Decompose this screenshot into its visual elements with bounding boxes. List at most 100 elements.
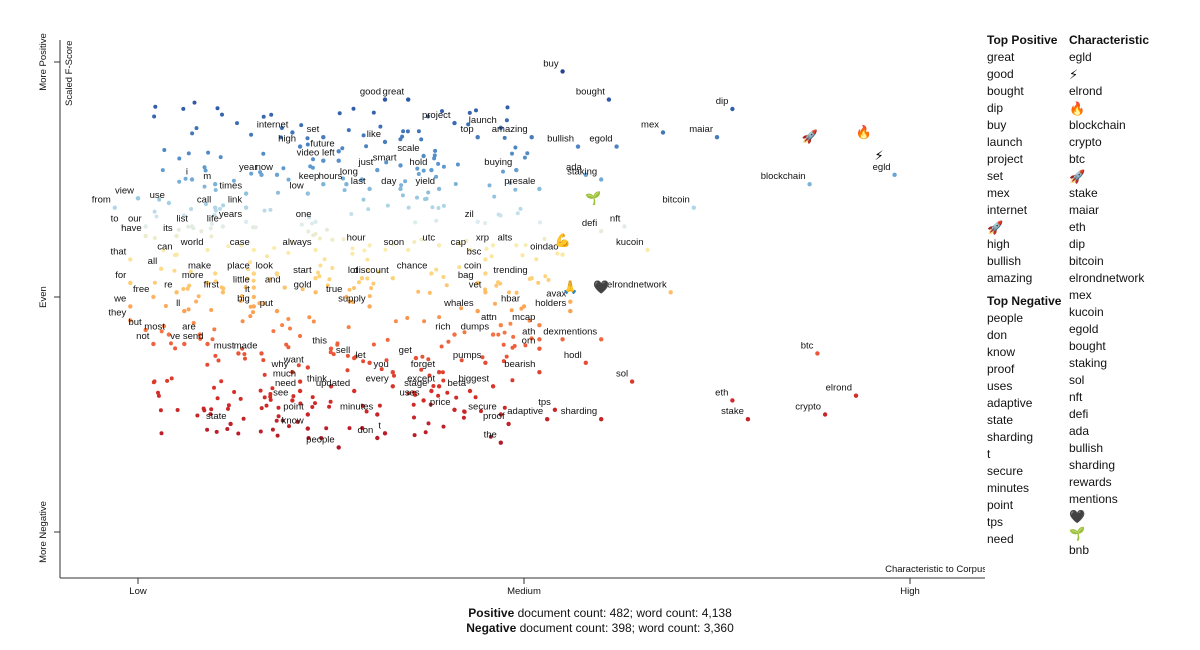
term-amazing[interactable]: amazing xyxy=(987,271,1033,285)
point-marker xyxy=(243,219,249,224)
term-egld[interactable]: egld xyxy=(1069,50,1092,64)
term-proof[interactable]: proof xyxy=(987,362,1015,376)
background-point xyxy=(221,203,226,208)
term-project[interactable]: project xyxy=(987,152,1024,166)
term-adaptive[interactable]: adaptive xyxy=(987,396,1033,410)
term-eth[interactable]: eth xyxy=(1069,220,1086,234)
point-label: bearish xyxy=(504,359,535,370)
point-marker xyxy=(382,139,388,145)
term-bnb[interactable]: bnb xyxy=(1069,543,1090,557)
point-video: video xyxy=(297,148,326,163)
point-amazing: amazing xyxy=(492,124,534,140)
term-uses[interactable]: uses xyxy=(987,379,1013,393)
term-dip[interactable]: dip xyxy=(1069,237,1086,251)
point-label: start xyxy=(293,265,312,276)
term-blockchain[interactable]: blockchain xyxy=(1069,118,1126,132)
point-marker xyxy=(730,398,735,403)
point-label: vet xyxy=(469,279,482,290)
term-mex[interactable]: mex xyxy=(987,186,1010,200)
term-high[interactable]: high xyxy=(987,237,1010,251)
term-elrond[interactable]: elrond xyxy=(1069,84,1103,98)
point-marker xyxy=(375,167,380,173)
term-know[interactable]: know xyxy=(987,345,1016,359)
term-emoji[interactable]: 🔥 xyxy=(1069,101,1086,116)
term-bought[interactable]: bought xyxy=(1069,339,1106,353)
point-label: people xyxy=(306,434,335,445)
background-point xyxy=(357,280,361,285)
term-emoji[interactable]: 🚀 xyxy=(987,220,1004,235)
point-label: made xyxy=(234,340,258,351)
term-rewards[interactable]: rewards xyxy=(1069,475,1112,489)
term-kucoin[interactable]: kucoin xyxy=(1069,305,1104,319)
term-stake[interactable]: stake xyxy=(1069,186,1098,200)
background-point xyxy=(426,421,431,426)
term-mentions[interactable]: mentions xyxy=(1069,492,1118,506)
background-point xyxy=(510,151,514,156)
point-marker xyxy=(128,318,133,323)
background-point xyxy=(501,169,505,174)
background-point xyxy=(327,404,332,409)
background-point xyxy=(523,243,528,248)
background-point xyxy=(157,197,162,202)
term-mex[interactable]: mex xyxy=(1069,288,1092,302)
background-point xyxy=(328,399,333,404)
term-emoji[interactable]: 🚀 xyxy=(1069,169,1086,184)
background-point xyxy=(337,111,342,116)
term-bought[interactable]: bought xyxy=(987,84,1024,98)
term-emoji[interactable]: ⚡ xyxy=(1069,67,1079,82)
term-tps[interactable]: tps xyxy=(987,515,1004,529)
point-label: gold xyxy=(294,279,312,290)
term-elrondnetwork[interactable]: elrondnetwork xyxy=(1069,271,1145,285)
term-great[interactable]: great xyxy=(987,50,1015,64)
term-btc[interactable]: btc xyxy=(1069,152,1086,166)
top-positive-list: great good bought dip buy launch project set mex… xyxy=(987,49,1061,287)
term-egold[interactable]: egold xyxy=(1069,322,1099,336)
term-t[interactable]: t xyxy=(987,447,991,461)
term-bitcoin[interactable]: bitcoin xyxy=(1069,254,1104,268)
point-marker xyxy=(498,125,503,130)
term-minutes[interactable]: minutes xyxy=(987,481,1030,495)
term-launch[interactable]: launch xyxy=(987,135,1023,149)
term-bullish[interactable]: bullish xyxy=(1069,441,1104,455)
point-uses: uses xyxy=(400,387,426,403)
term-don[interactable]: don xyxy=(987,328,1008,342)
point-bought: bought xyxy=(576,87,612,102)
point-dip: dip xyxy=(716,96,735,112)
point-marker xyxy=(668,290,673,295)
point-mentions: mentions xyxy=(559,326,604,342)
term-staking[interactable]: staking xyxy=(1069,356,1108,370)
term-crypto[interactable]: crypto xyxy=(1069,135,1102,149)
term-defi[interactable]: defi xyxy=(1069,407,1089,421)
term-people[interactable]: people xyxy=(987,311,1024,325)
term-internet[interactable]: internet xyxy=(987,203,1028,217)
term-bullish[interactable]: bullish xyxy=(987,254,1022,268)
point-label: bullish xyxy=(547,134,574,145)
point-label: don xyxy=(357,425,373,436)
background-point xyxy=(162,324,166,329)
term-nft[interactable]: nft xyxy=(1069,390,1083,404)
positive-stats: Positive document count: 482; word count… xyxy=(0,606,1200,621)
term-buy[interactable]: buy xyxy=(987,118,1007,132)
term-maiar[interactable]: maiar xyxy=(1069,203,1100,217)
term-sol[interactable]: sol xyxy=(1069,373,1085,387)
background-point xyxy=(457,241,462,246)
background-point xyxy=(511,334,516,339)
term-point[interactable]: point xyxy=(987,498,1014,512)
background-point xyxy=(156,390,160,395)
background-point xyxy=(225,427,230,431)
term-set[interactable]: set xyxy=(987,169,1004,183)
term-emoji[interactable]: 🌱 xyxy=(1069,526,1086,541)
point-marker xyxy=(892,172,897,177)
term-sharding[interactable]: sharding xyxy=(987,430,1034,444)
term-secure[interactable]: secure xyxy=(987,464,1024,478)
point-label: internet xyxy=(257,120,289,131)
term-sharding[interactable]: sharding xyxy=(1069,458,1116,472)
term-need[interactable]: need xyxy=(987,532,1014,546)
term-good[interactable]: good xyxy=(987,67,1014,81)
term-dip[interactable]: dip xyxy=(987,101,1004,115)
term-emoji[interactable]: 🖤 xyxy=(1069,509,1086,524)
term-state[interactable]: state xyxy=(987,413,1014,427)
background-point xyxy=(205,362,210,367)
point-marker xyxy=(143,224,148,229)
term-ada[interactable]: ada xyxy=(1069,424,1090,438)
